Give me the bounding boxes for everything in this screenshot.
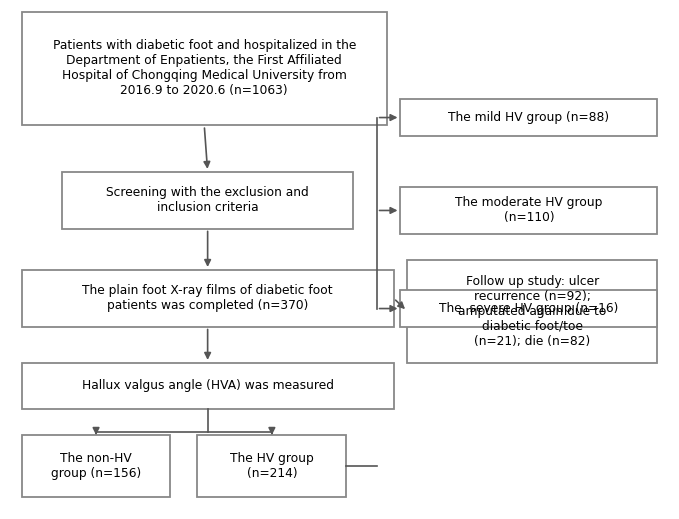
Text: The mild HV group (n=88): The mild HV group (n=88) [448,111,610,124]
FancyBboxPatch shape [401,187,657,234]
Text: The plain foot X-ray films of diabetic foot
patients was completed (n=370): The plain foot X-ray films of diabetic f… [82,284,333,312]
Text: The HV group
(n=214): The HV group (n=214) [230,452,314,480]
FancyBboxPatch shape [407,260,657,363]
Text: Screening with the exclusion and
inclusion criteria: Screening with the exclusion and inclusi… [106,186,309,214]
Text: Hallux valgus angle (HVA) was measured: Hallux valgus angle (HVA) was measured [81,379,333,392]
Text: The moderate HV group
(n=110): The moderate HV group (n=110) [455,197,602,224]
FancyBboxPatch shape [22,435,170,497]
FancyBboxPatch shape [198,435,346,497]
Text: The  severe HV group (n=16): The severe HV group (n=16) [439,302,619,315]
FancyBboxPatch shape [401,100,657,135]
FancyBboxPatch shape [62,172,353,228]
Text: Patients with diabetic foot and hospitalized in the
Department of Enpatients, th: Patients with diabetic foot and hospital… [52,39,356,98]
FancyBboxPatch shape [401,291,657,326]
FancyBboxPatch shape [22,270,394,326]
Text: The non-HV
group (n=156): The non-HV group (n=156) [51,452,141,480]
FancyBboxPatch shape [22,363,394,409]
Text: Follow up study: ulcer
recurrence (n=92);
amputated again due to
diabetic foot/t: Follow up study: ulcer recurrence (n=92)… [458,275,606,348]
FancyBboxPatch shape [22,12,387,125]
